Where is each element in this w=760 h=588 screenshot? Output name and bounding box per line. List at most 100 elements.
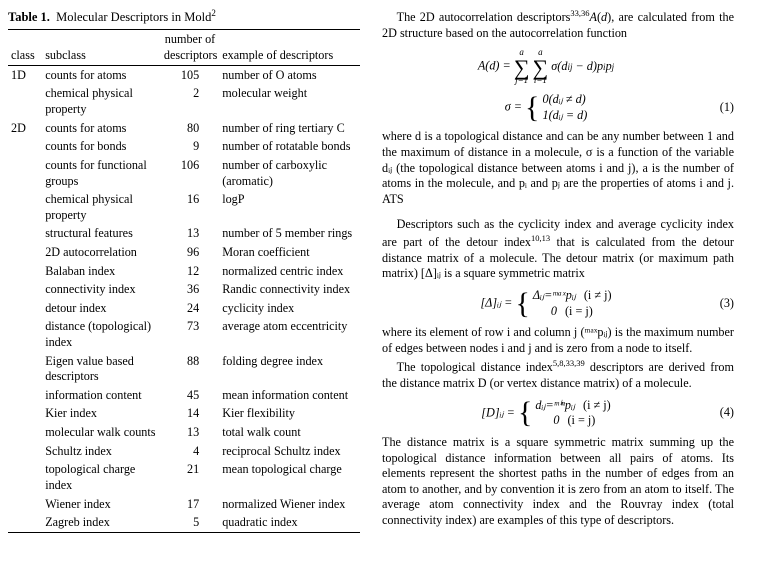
cell-class bbox=[8, 281, 42, 300]
cell-subclass: topological charge index bbox=[42, 461, 161, 495]
cell-class bbox=[8, 514, 42, 533]
table-row: chemical physical property16logP bbox=[8, 191, 360, 225]
cell-subclass: structural features bbox=[42, 225, 161, 244]
cell-num: 13 bbox=[161, 424, 219, 443]
table-row: counts for functional groups106number of… bbox=[8, 156, 360, 190]
table-row: topological charge index21mean topologic… bbox=[8, 461, 360, 495]
citation-ref: 5,8,33,39 bbox=[553, 358, 585, 368]
cell-num: 9 bbox=[161, 138, 219, 157]
table-row: counts for bonds9number of rotatable bon… bbox=[8, 138, 360, 157]
cell-example: normalized centric index bbox=[219, 262, 360, 281]
cell-class bbox=[8, 138, 42, 157]
cell-num: 21 bbox=[161, 461, 219, 495]
cell-example: average atom eccentricity bbox=[219, 318, 360, 352]
cell-example: number of ring tertiary C bbox=[219, 119, 360, 138]
para-1: The 2D autocorrelation descriptors33,36A… bbox=[382, 8, 734, 41]
cell-example: mean topological charge bbox=[219, 461, 360, 495]
cell-class: 2D bbox=[8, 119, 42, 138]
cell-class bbox=[8, 405, 42, 424]
table-row: Balaban index12normalized centric index bbox=[8, 262, 360, 281]
para-5: The topological distance index5,8,33,39 … bbox=[382, 358, 734, 391]
cell-class bbox=[8, 299, 42, 318]
cell-example: Kier flexibility bbox=[219, 405, 360, 424]
cell-subclass: Zagreb index bbox=[42, 514, 161, 533]
cell-class bbox=[8, 442, 42, 461]
cell-example: normalized Wiener index bbox=[219, 495, 360, 514]
cell-subclass: Eigen value based descriptors bbox=[42, 352, 161, 386]
table-row: Wiener index17normalized Wiener index bbox=[8, 495, 360, 514]
equation-number: (1) bbox=[710, 100, 734, 116]
cell-num: 88 bbox=[161, 352, 219, 386]
equation-1-line1: A(d) = a∑j=1 a∑i=1 σ(dij − d)pipj bbox=[382, 47, 734, 86]
cell-example: quadratic index bbox=[219, 514, 360, 533]
cell-example: total walk count bbox=[219, 424, 360, 443]
cell-subclass: connectivity index bbox=[42, 281, 161, 300]
col-example: example of descriptors bbox=[219, 30, 360, 66]
cell-num: 2 bbox=[161, 85, 219, 119]
cell-example: mean information content bbox=[219, 386, 360, 405]
cell-class bbox=[8, 156, 42, 190]
col-class: class bbox=[8, 30, 42, 66]
cell-subclass: Kier index bbox=[42, 405, 161, 424]
table-row: 2D autocorrelation96Moran coefficient bbox=[8, 243, 360, 262]
table-row: detour index24cyclicity index bbox=[8, 299, 360, 318]
cell-example: number of O atoms bbox=[219, 66, 360, 85]
table-caption: Table 1. Molecular Descriptors in Mold2 bbox=[8, 8, 360, 25]
cell-subclass: chemical physical property bbox=[42, 85, 161, 119]
cell-example: Randic connectivity index bbox=[219, 281, 360, 300]
table-1: Table 1. Molecular Descriptors in Mold2 … bbox=[8, 8, 360, 533]
cell-num: 36 bbox=[161, 281, 219, 300]
cell-class bbox=[8, 495, 42, 514]
equation-number: (3) bbox=[710, 296, 734, 312]
cell-subclass: Balaban index bbox=[42, 262, 161, 281]
cell-num: 13 bbox=[161, 225, 219, 244]
para-6: The distance matrix is a square symmetri… bbox=[382, 435, 734, 529]
cell-num: 24 bbox=[161, 299, 219, 318]
table-row: Eigen value based descriptors88folding d… bbox=[8, 352, 360, 386]
citation-ref: 10,13 bbox=[531, 233, 550, 243]
cell-class bbox=[8, 386, 42, 405]
cell-num: 45 bbox=[161, 386, 219, 405]
cell-subclass: counts for atoms bbox=[42, 66, 161, 85]
cell-subclass: detour index bbox=[42, 299, 161, 318]
cell-num: 106 bbox=[161, 156, 219, 190]
equation-3: [Δ]ᵢⱼ = { Δᵢⱼ=ᵐᵃˣpᵢⱼ(i ≠ j) 0(i = j) (3) bbox=[382, 288, 734, 319]
cell-example: folding degree index bbox=[219, 352, 360, 386]
table-row: Kier index14Kier flexibility bbox=[8, 405, 360, 424]
cell-subclass: counts for atoms bbox=[42, 119, 161, 138]
cell-class bbox=[8, 225, 42, 244]
body-text: The 2D autocorrelation descriptors33,36A… bbox=[382, 8, 734, 533]
cell-class bbox=[8, 262, 42, 281]
cell-class bbox=[8, 424, 42, 443]
cell-example: logP bbox=[219, 191, 360, 225]
cell-class bbox=[8, 352, 42, 386]
table-row: molecular walk counts13total walk count bbox=[8, 424, 360, 443]
table-row: Zagreb index5quadratic index bbox=[8, 514, 360, 533]
cell-example: Moran coefficient bbox=[219, 243, 360, 262]
table-row: 1Dcounts for atoms105number of O atoms bbox=[8, 66, 360, 85]
cell-subclass: counts for bonds bbox=[42, 138, 161, 157]
cell-num: 80 bbox=[161, 119, 219, 138]
cell-subclass: Schultz index bbox=[42, 442, 161, 461]
table-row: chemical physical property2molecular wei… bbox=[8, 85, 360, 119]
cell-class bbox=[8, 85, 42, 119]
table-row: information content45mean information co… bbox=[8, 386, 360, 405]
cell-subclass: information content bbox=[42, 386, 161, 405]
cell-example: number of carboxylic (aromatic) bbox=[219, 156, 360, 190]
equation-4: [D]ᵢⱼ = { dᵢⱼ=ᵐⁱⁿpᵢⱼ(i ≠ j) 0(i = j) (4) bbox=[382, 398, 734, 429]
cell-class bbox=[8, 461, 42, 495]
cell-example: number of rotatable bonds bbox=[219, 138, 360, 157]
cell-class bbox=[8, 318, 42, 352]
cell-num: 73 bbox=[161, 318, 219, 352]
cell-num: 96 bbox=[161, 243, 219, 262]
cell-num: 5 bbox=[161, 514, 219, 533]
citation-ref: 33,36 bbox=[570, 8, 589, 18]
cell-subclass: chemical physical property bbox=[42, 191, 161, 225]
cell-example: cyclicity index bbox=[219, 299, 360, 318]
col-subclass: subclass bbox=[42, 30, 161, 66]
cell-num: 16 bbox=[161, 191, 219, 225]
cell-num: 17 bbox=[161, 495, 219, 514]
cell-subclass: counts for functional groups bbox=[42, 156, 161, 190]
cell-example: number of 5 member rings bbox=[219, 225, 360, 244]
cell-class bbox=[8, 191, 42, 225]
